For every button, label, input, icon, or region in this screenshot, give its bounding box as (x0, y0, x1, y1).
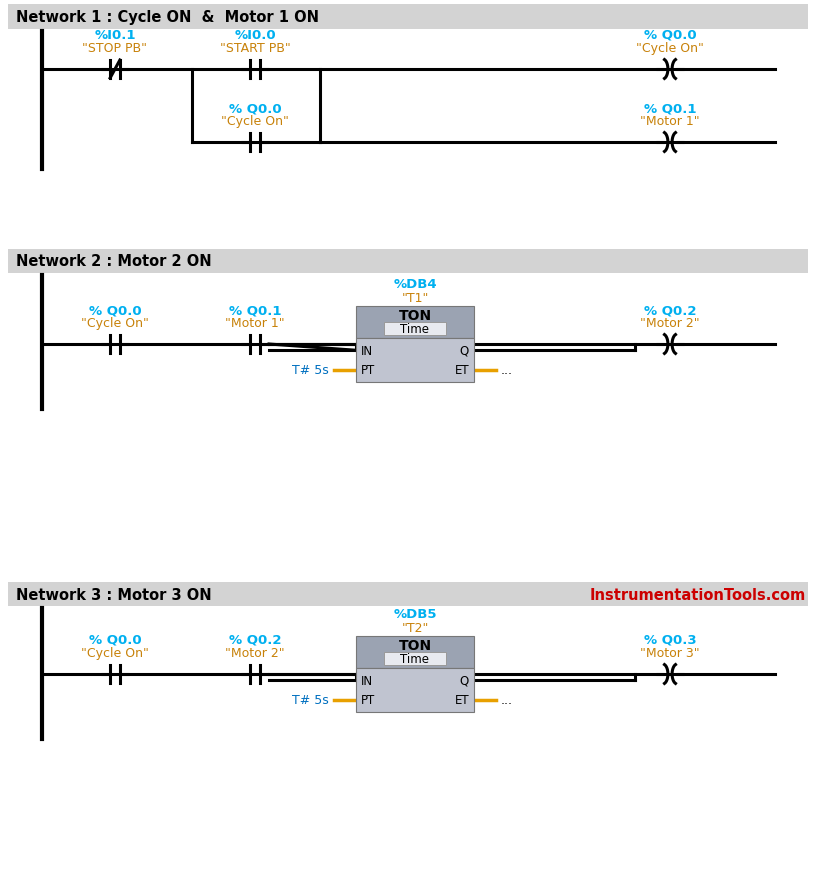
Text: ET: ET (455, 693, 469, 706)
Bar (384, 322, 446, 335)
Text: % Q0.3: % Q0.3 (644, 634, 696, 647)
Bar (356, 307, 474, 339)
Text: Time: Time (401, 652, 429, 665)
Text: IN: IN (361, 674, 373, 687)
Text: "Cycle On": "Cycle On" (221, 115, 289, 128)
Text: "Motor 1": "Motor 1" (225, 316, 285, 329)
Text: Network 2 : Motor 2 ON: Network 2 : Motor 2 ON (16, 255, 211, 269)
Text: Time: Time (401, 322, 429, 335)
Text: T# 5s: T# 5s (292, 364, 329, 377)
Text: % Q0.1: % Q0.1 (644, 102, 696, 115)
Text: Q: Q (459, 674, 469, 687)
Text: "STOP PB": "STOP PB" (82, 42, 148, 55)
Text: % Q0.1: % Q0.1 (228, 303, 282, 316)
Text: %I0.1: %I0.1 (95, 29, 135, 42)
Text: % Q0.2: % Q0.2 (228, 634, 282, 647)
Text: "Motor 3": "Motor 3" (641, 647, 700, 660)
Text: % Q0.2: % Q0.2 (644, 303, 696, 316)
Text: "Cycle On": "Cycle On" (81, 647, 149, 660)
Bar (356, 339, 474, 382)
Text: %I0.0: %I0.0 (234, 29, 276, 42)
Bar (8, 249, 808, 274)
Text: % Q0.0: % Q0.0 (89, 634, 141, 647)
Text: InstrumentationTools.com: InstrumentationTools.com (590, 587, 806, 602)
Text: "Cycle On": "Cycle On" (81, 316, 149, 329)
Text: "T1": "T1" (401, 292, 428, 305)
Text: "Motor 2": "Motor 2" (225, 647, 285, 660)
Text: % Q0.0: % Q0.0 (228, 102, 282, 115)
Text: ...: ... (501, 693, 513, 706)
Text: "Cycle On": "Cycle On" (636, 42, 704, 55)
Text: % Q0.0: % Q0.0 (89, 303, 141, 316)
Text: "T2": "T2" (401, 622, 428, 634)
Text: PT: PT (361, 364, 375, 377)
Text: %DB5: %DB5 (393, 607, 437, 620)
Text: ...: ... (501, 364, 513, 377)
Bar (8, 5, 808, 30)
Text: ET: ET (455, 364, 469, 377)
Text: Network 1 : Cycle ON  &  Motor 1 ON: Network 1 : Cycle ON & Motor 1 ON (16, 10, 319, 25)
Text: Q: Q (459, 344, 469, 357)
Text: "Motor 2": "Motor 2" (641, 316, 700, 329)
Text: IN: IN (361, 344, 373, 357)
Text: Network 3 : Motor 3 ON: Network 3 : Motor 3 ON (16, 587, 211, 602)
Text: "START PB": "START PB" (220, 42, 290, 55)
Text: %DB4: %DB4 (393, 278, 437, 291)
Bar (8, 582, 808, 607)
Bar (356, 668, 474, 713)
Text: TON: TON (398, 308, 432, 322)
Text: % Q0.0: % Q0.0 (644, 29, 696, 42)
Text: PT: PT (361, 693, 375, 706)
Text: TON: TON (398, 638, 432, 653)
Bar (384, 652, 446, 665)
Text: T# 5s: T# 5s (292, 693, 329, 706)
Text: "Motor 1": "Motor 1" (641, 115, 700, 128)
Bar (356, 636, 474, 668)
